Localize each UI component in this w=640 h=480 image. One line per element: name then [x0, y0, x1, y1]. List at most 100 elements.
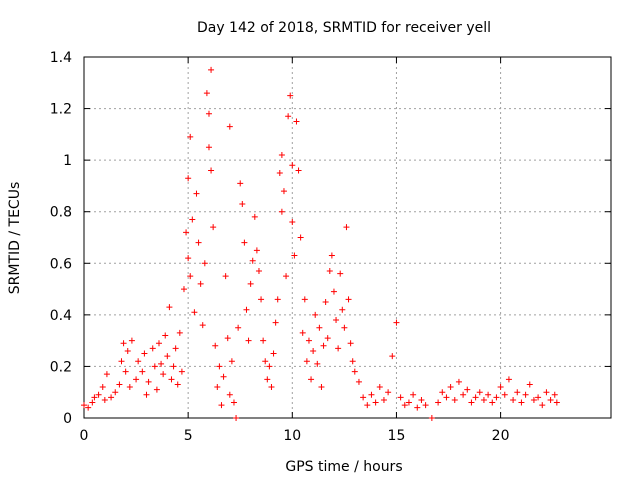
data-point	[195, 239, 202, 246]
data-point	[199, 322, 206, 329]
data-point	[341, 324, 348, 331]
data-point	[283, 273, 290, 280]
y-tick-label: 0.4	[50, 308, 72, 324]
data-point	[505, 376, 512, 383]
y-tick-label: 0.6	[50, 256, 72, 272]
data-point	[526, 381, 533, 388]
data-point	[428, 415, 435, 421]
data-point	[314, 360, 321, 367]
data-point	[164, 353, 171, 360]
data-point	[241, 239, 248, 246]
data-point	[133, 376, 140, 383]
data-point	[318, 384, 325, 391]
data-point	[372, 399, 379, 406]
data-point	[451, 396, 458, 403]
data-point	[243, 306, 250, 313]
data-point	[320, 342, 327, 349]
data-point	[312, 311, 319, 318]
data-point	[333, 317, 340, 324]
data-point	[299, 329, 306, 336]
data-point	[464, 386, 471, 393]
data-point	[295, 167, 302, 174]
data-point	[330, 288, 337, 295]
data-point	[260, 337, 267, 344]
data-point	[99, 384, 106, 391]
data-point	[418, 396, 425, 403]
data-point	[287, 92, 294, 99]
data-point	[166, 304, 173, 311]
y-tick-label: 0.2	[50, 359, 72, 375]
data-point	[218, 402, 225, 409]
x-tick-label: 15	[388, 428, 406, 444]
data-point	[103, 371, 110, 378]
data-point	[397, 394, 404, 401]
data-point	[180, 286, 187, 293]
data-point	[293, 118, 300, 125]
data-point	[193, 190, 200, 197]
data-point	[393, 319, 400, 326]
data-point	[272, 319, 279, 326]
data-point	[472, 394, 479, 401]
x-axis-label: GPS time / hours	[285, 459, 402, 475]
data-point	[205, 144, 212, 151]
data-point	[168, 376, 175, 383]
data-point	[208, 167, 215, 174]
data-point	[155, 340, 162, 347]
data-point	[553, 399, 560, 406]
data-point	[264, 376, 271, 383]
data-point	[485, 391, 492, 398]
chart-title: Day 142 of 2018, SRMTID for receiver yel…	[197, 20, 491, 36]
data-point	[89, 399, 96, 406]
y-axis-label: SRMTID / TECUs	[7, 182, 23, 295]
x-tick-label: 10	[283, 428, 301, 444]
data-point	[226, 391, 233, 398]
data-point	[303, 358, 310, 365]
data-point	[343, 224, 350, 231]
data-point	[216, 363, 223, 370]
data-point	[289, 219, 296, 226]
data-point	[364, 402, 371, 409]
data-point	[380, 396, 387, 403]
y-tick-label: 0	[63, 411, 72, 427]
data-point	[510, 396, 517, 403]
data-point	[183, 229, 190, 236]
data-point	[158, 360, 165, 367]
data-point	[201, 260, 208, 267]
data-point	[443, 394, 450, 401]
data-point	[191, 309, 198, 316]
data-point	[435, 399, 442, 406]
y-tick-label: 0.8	[50, 205, 72, 221]
data-point	[143, 391, 150, 398]
data-point	[326, 268, 333, 275]
y-tick-label: 1.2	[50, 102, 72, 118]
data-point	[153, 386, 160, 393]
data-point	[270, 350, 277, 357]
data-point	[208, 66, 215, 73]
data-point	[539, 402, 546, 409]
data-point	[547, 396, 554, 403]
data-point	[235, 324, 242, 331]
data-point	[514, 389, 521, 396]
data-point	[118, 358, 125, 365]
data-point	[414, 404, 421, 411]
data-point	[116, 381, 123, 388]
data-point	[280, 188, 287, 195]
data-point	[285, 113, 292, 120]
data-point	[410, 391, 417, 398]
data-point	[455, 378, 462, 385]
data-point	[239, 200, 246, 207]
data-point	[266, 363, 273, 370]
data-point	[108, 394, 115, 401]
data-point	[276, 170, 283, 177]
data-point	[339, 306, 346, 313]
data-point	[189, 216, 196, 223]
data-point	[493, 394, 500, 401]
data-point	[301, 296, 308, 303]
data-point	[224, 335, 231, 342]
data-point	[328, 252, 335, 259]
data-point	[172, 345, 179, 352]
data-point	[368, 391, 375, 398]
data-point	[460, 391, 467, 398]
data-point	[185, 175, 192, 182]
